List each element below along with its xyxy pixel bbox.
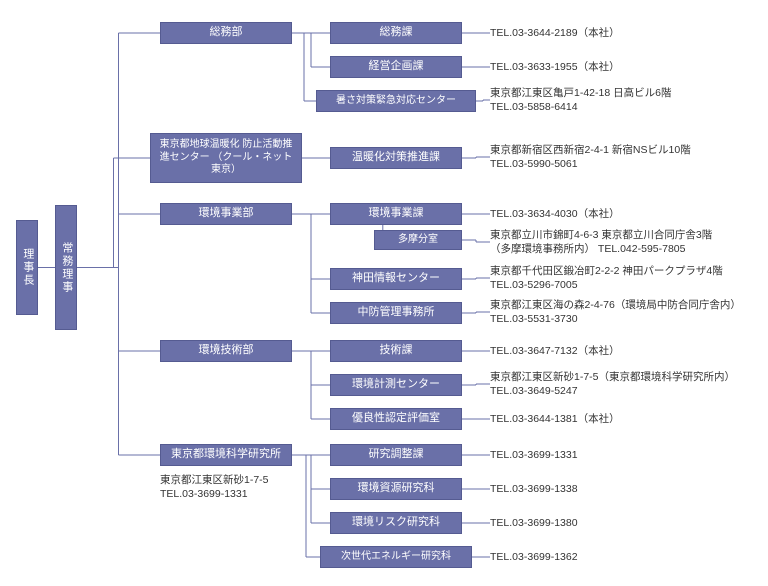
info-gijutsu_i: TEL.03-3647-7132（本社）: [490, 340, 620, 362]
node-yuryo: 優良性認定評価室: [330, 408, 462, 430]
node-rijicho: 理事長: [16, 220, 38, 315]
node-kagakuken: 東京都環境科学研究所: [160, 444, 292, 466]
node-label: 優良性認定評価室: [352, 412, 440, 426]
node-keisoku: 環境計測センター: [330, 374, 462, 396]
node-label: 環境事業課: [369, 207, 424, 221]
node-gijutsuka: 技術課: [330, 340, 462, 362]
info-kenkyuchosei_i: TEL.03-3699-1331: [490, 444, 578, 466]
node-label: 総務部: [210, 26, 243, 40]
info-text: TEL.03-3699-1338: [490, 482, 578, 496]
node-chubo: 中防管理事務所: [330, 302, 462, 324]
info-text: 東京都江東区新砂1-7-5 TEL.03-3699-1331: [160, 473, 269, 501]
info-kankyojigyo_i: TEL.03-3634-4030（本社）: [490, 203, 620, 225]
node-label: 多摩分室: [398, 234, 438, 247]
node-label: 常務理事: [59, 242, 73, 294]
info-somuka_i: TEL.03-3644-2189（本社）: [490, 22, 620, 44]
node-label: 暑さ対策緊急対応センター: [336, 95, 456, 108]
info-kagakuken_i: 東京都江東区新砂1-7-5 TEL.03-3699-1331: [160, 470, 269, 504]
node-label: 環境リスク研究科: [352, 516, 440, 530]
info-keiei_i: TEL.03-3633-1955（本社）: [490, 56, 620, 78]
info-text: TEL.03-3699-1380: [490, 516, 578, 530]
info-text: 東京都千代田区鍛冶町2-2-2 神田パークプラザ4階 TEL.03-5296-7…: [490, 264, 723, 292]
info-text: TEL.03-3699-1362: [490, 550, 578, 564]
node-riskken: 環境リスク研究科: [330, 512, 462, 534]
info-atsusa_i: 東京都江東区亀戸1-42-18 日高ビル6階 TEL.03-5858-6414: [490, 83, 671, 117]
node-label: 環境事業部: [199, 207, 254, 221]
node-label: 東京都地球温暖化 防止活動推進センター （クール・ネット東京）: [155, 139, 297, 177]
node-kankyojigyo: 環境事業部: [160, 203, 292, 225]
node-label: 環境計測センター: [352, 378, 440, 392]
info-yuryo_i: TEL.03-3644-1381（本社）: [490, 408, 620, 430]
info-text: TEL.03-3633-1955（本社）: [490, 60, 620, 74]
node-label: 総務課: [380, 26, 413, 40]
info-text: TEL.03-3699-1331: [490, 448, 578, 462]
node-atsusa: 暑さ対策緊急対応センター: [316, 90, 476, 112]
info-text: 東京都江東区新砂1-7-5（東京都環境科学研究所内） TEL.03-3649-5…: [490, 370, 735, 398]
node-kankyogijutsu: 環境技術部: [160, 340, 292, 362]
node-keieikikaku: 経営企画課: [330, 56, 462, 78]
info-text: 東京都江東区海の森2-4-76（環境局中防合同庁舎内） TEL.03-5531-…: [490, 298, 741, 326]
info-text: TEL.03-3644-1381（本社）: [490, 412, 620, 426]
node-kanda: 神田情報センター: [330, 268, 462, 290]
node-kankyojigyoka: 環境事業課: [330, 203, 462, 225]
info-kanda_i: 東京都千代田区鍛冶町2-2-2 神田パークプラザ4階 TEL.03-5296-7…: [490, 261, 723, 295]
info-text: 東京都立川市錦町4-6-3 東京都立川合同庁舎3階 （多摩環境事務所内） TEL…: [490, 228, 712, 256]
info-shigen_i: TEL.03-3699-1338: [490, 478, 578, 500]
info-risk_i: TEL.03-3699-1380: [490, 512, 578, 534]
node-somuka: 総務課: [330, 22, 462, 44]
node-label: 環境技術部: [199, 344, 254, 358]
info-text: 東京都江東区亀戸1-42-18 日高ビル6階 TEL.03-5858-6414: [490, 86, 671, 114]
node-label: 理事長: [20, 248, 34, 287]
info-jiseidai_i: TEL.03-3699-1362: [490, 546, 578, 568]
info-chubo_i: 東京都江東区海の森2-4-76（環境局中防合同庁舎内） TEL.03-5531-…: [490, 295, 741, 329]
node-label: 環境資源研究科: [358, 482, 435, 496]
node-label: 中防管理事務所: [358, 306, 435, 320]
org-chart: 理事長 常務理事 総務部東京都地球温暖化 防止活動推進センター （クール・ネット東京…: [0, 0, 768, 586]
node-label: 経営企画課: [369, 60, 424, 74]
node-label: 技術課: [380, 344, 413, 358]
node-label: 研究調整課: [369, 448, 424, 462]
info-ondanka_i: 東京都新宿区西新宿2-4-1 新宿NSビル10階 TEL.03-5990-506…: [490, 140, 691, 174]
info-text: TEL.03-3634-4030（本社）: [490, 207, 620, 221]
node-label: 東京都環境科学研究所: [171, 448, 281, 462]
info-tama_i: 東京都立川市錦町4-6-3 東京都立川合同庁舎3階 （多摩環境事務所内） TEL…: [490, 225, 712, 259]
info-text: TEL.03-3647-7132（本社）: [490, 344, 620, 358]
node-shigenken: 環境資源研究科: [330, 478, 462, 500]
node-tama: 多摩分室: [374, 230, 462, 250]
node-jiseidai: 次世代エネルギー研究科: [320, 546, 472, 568]
node-label: 温暖化対策推進課: [352, 151, 440, 165]
node-ondanka_ctr: 東京都地球温暖化 防止活動推進センター （クール・ネット東京）: [150, 133, 302, 183]
node-label: 神田情報センター: [352, 272, 440, 286]
info-keisoku_i: 東京都江東区新砂1-7-5（東京都環境科学研究所内） TEL.03-3649-5…: [490, 367, 735, 401]
info-text: 東京都新宿区西新宿2-4-1 新宿NSビル10階 TEL.03-5990-506…: [490, 143, 691, 171]
node-ondankataisaku: 温暖化対策推進課: [330, 147, 462, 169]
node-kenkyuchosei: 研究調整課: [330, 444, 462, 466]
node-jomuriji: 常務理事: [55, 205, 77, 330]
node-somubu: 総務部: [160, 22, 292, 44]
info-text: TEL.03-3644-2189（本社）: [490, 26, 620, 40]
node-label: 次世代エネルギー研究科: [341, 551, 451, 564]
